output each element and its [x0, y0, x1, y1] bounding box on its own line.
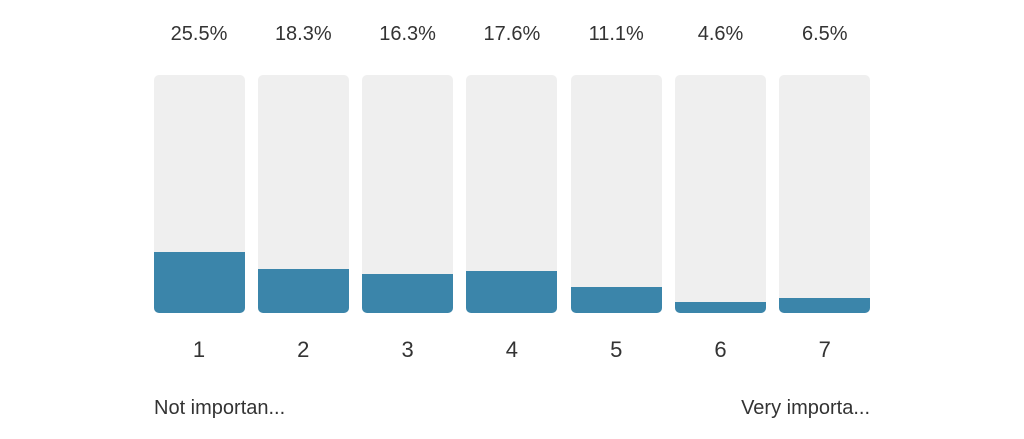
- bar-track: [466, 75, 558, 313]
- bar-value-label: 25.5%: [170, 23, 228, 45]
- bar-value-label: 4.6%: [697, 23, 744, 45]
- scale-high-label: Very importa...: [741, 397, 870, 419]
- bar-fill: [362, 274, 454, 313]
- bar-value-label: 16.3%: [379, 23, 436, 45]
- bar-value-label: 11.1%: [588, 23, 644, 45]
- category-label: 3: [401, 337, 414, 362]
- scale-low-label: Not importan...: [154, 397, 286, 419]
- bar-fill: [675, 302, 766, 313]
- bar-track: [779, 75, 871, 313]
- bar-fill: [779, 297, 871, 313]
- bar-fill: [153, 252, 245, 313]
- bar-fill: [466, 271, 558, 313]
- bar-value-label: 6.5%: [802, 23, 848, 45]
- category-label: 7: [818, 337, 831, 362]
- bar-value-label: 17.6%: [483, 23, 541, 45]
- bar-track: [675, 75, 766, 313]
- bar-track: [153, 75, 245, 313]
- bar-value-label: 18.3%: [274, 23, 332, 45]
- category-label: 1: [192, 337, 206, 362]
- category-label: 2: [297, 337, 310, 362]
- bar-track: [570, 75, 662, 313]
- bar-track: [362, 75, 454, 313]
- category-label: 5: [610, 337, 623, 362]
- bar-fill: [570, 286, 662, 313]
- bar-track: [257, 75, 349, 313]
- category-label: 4: [505, 337, 519, 362]
- category-label: 6: [714, 337, 727, 362]
- bar-fill: [257, 269, 349, 313]
